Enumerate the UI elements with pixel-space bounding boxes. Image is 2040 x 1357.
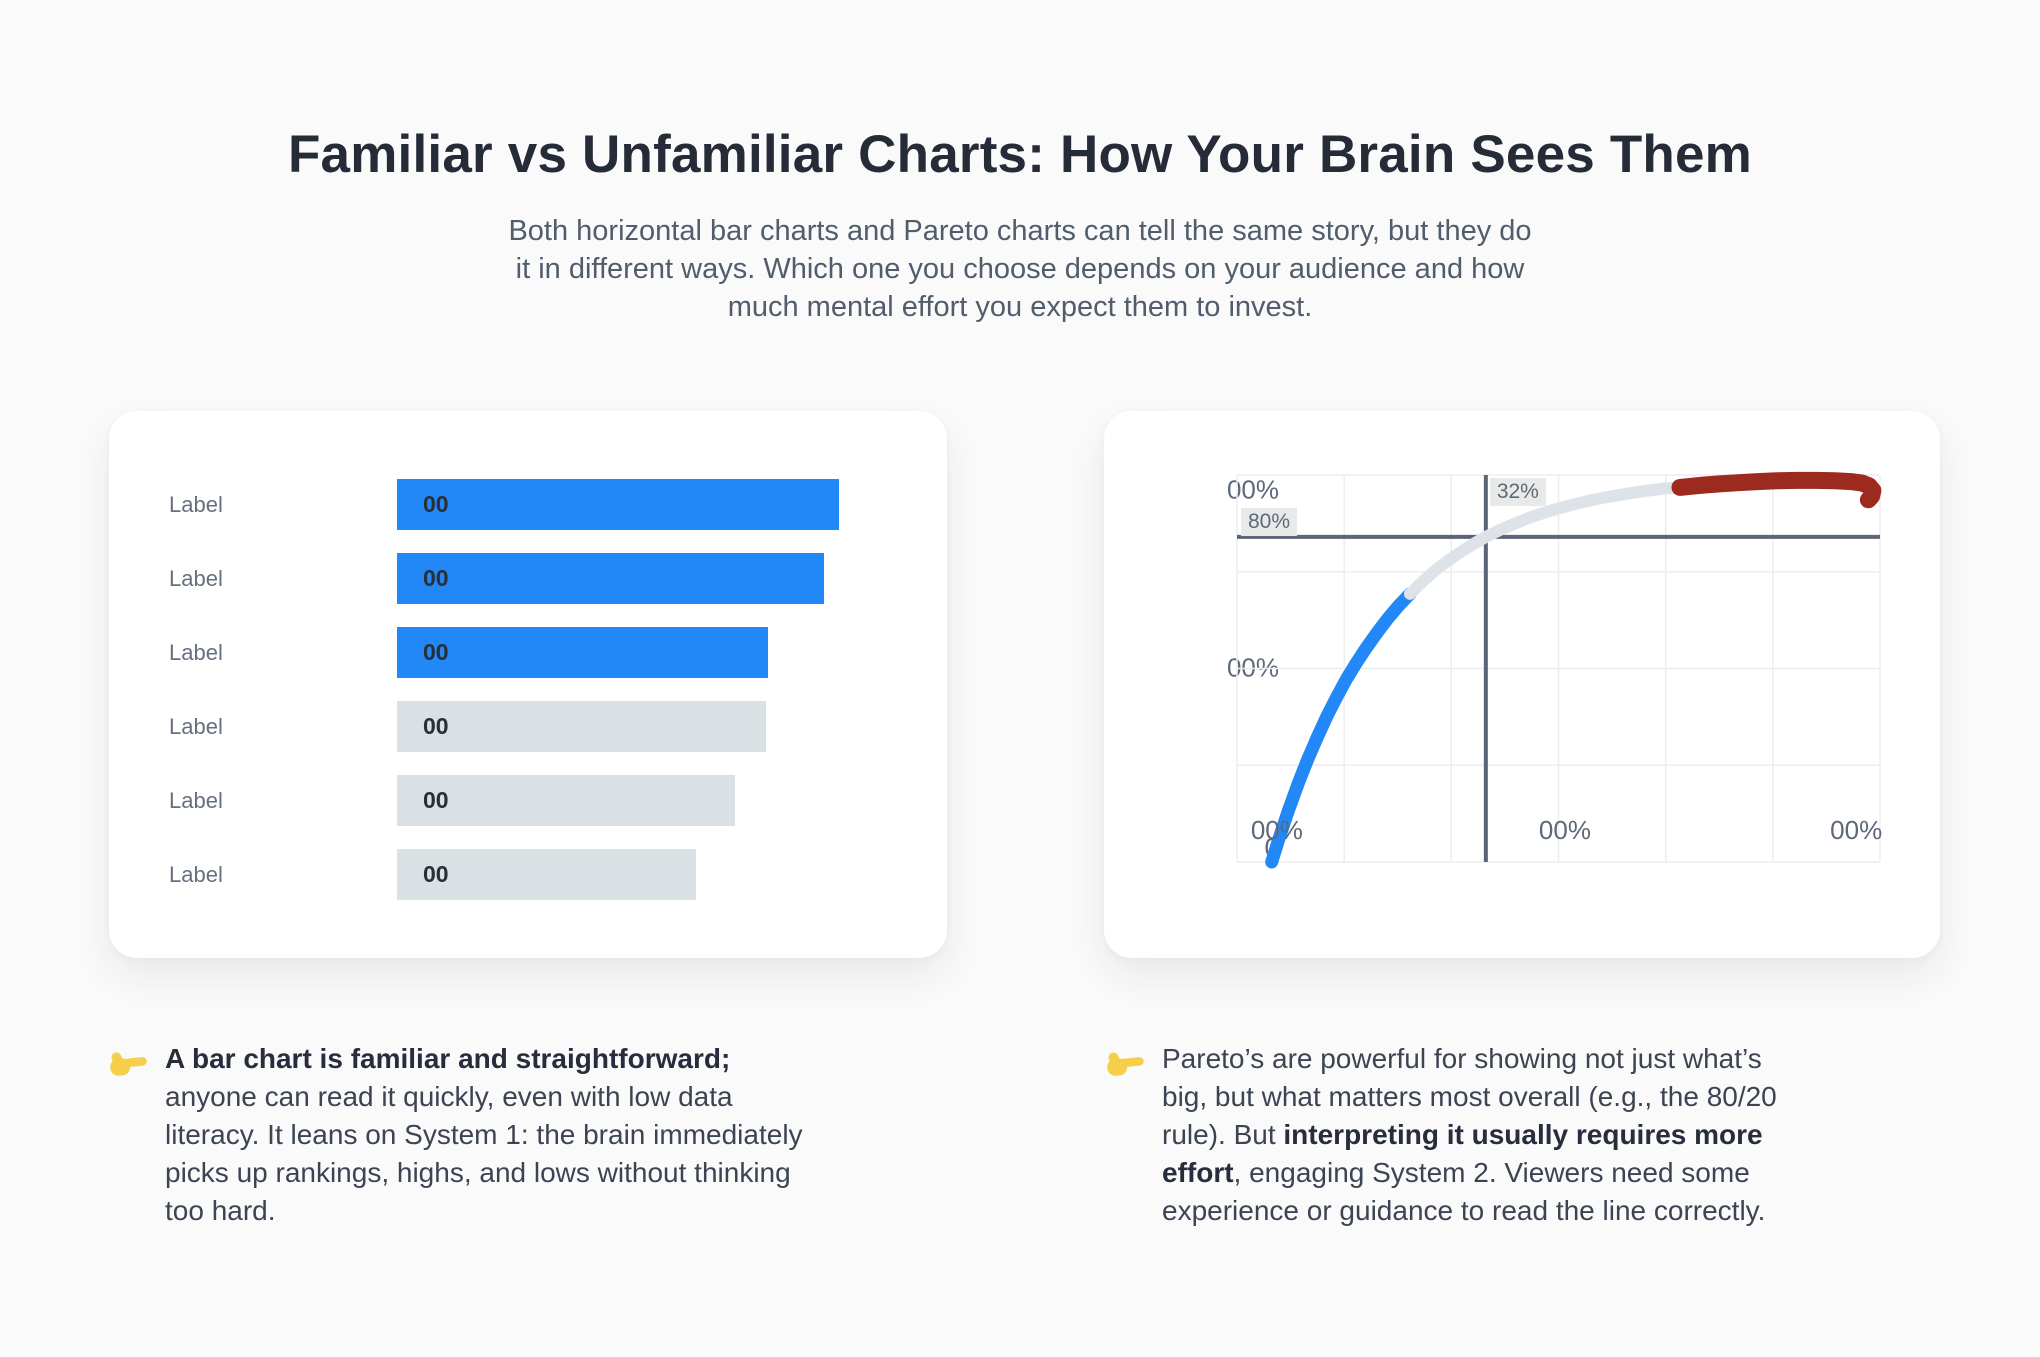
bar-row: Label 00: [109, 627, 947, 678]
bar-row: Label 00: [109, 775, 947, 826]
bar-category-label: Label: [169, 713, 223, 739]
cutoff-32-label: 32%: [1489, 478, 1546, 506]
bar-value-label: 00: [423, 787, 449, 813]
bar-row: Label 00: [109, 849, 947, 900]
bar-value-label: 00: [423, 861, 449, 887]
y-axis-tick: 00%: [1226, 652, 1279, 683]
bar-category-label: Label: [169, 491, 223, 517]
threshold-80-label: 80%: [1241, 507, 1298, 536]
bar-category-label: Label: [169, 565, 223, 591]
bar-value-label: 00: [423, 565, 449, 591]
bar: 00: [397, 479, 839, 530]
page-subtitle: Both horizontal bar charts and Pareto ch…: [0, 212, 2040, 326]
bar-chart-card: Label 00 Label 00 Label 00 Label 00 Labe…: [109, 411, 947, 958]
x-axis-tick: 00%: [1250, 815, 1303, 845]
bar-chart-note: A bar chart is familiar and straightforw…: [108, 1040, 908, 1230]
x-axis-tick: 00%: [1538, 815, 1591, 845]
bar: 00: [397, 775, 736, 826]
pareto-note: Pareto’s are powerful for showing not ju…: [1105, 1040, 1905, 1230]
bar-chart-note-text: A bar chart is familiar and straightforw…: [165, 1043, 803, 1226]
bar-row: Label 00: [109, 701, 947, 752]
subtitle-line: much mental effort you expect them to in…: [727, 291, 1313, 323]
gridlines: [1236, 474, 1881, 863]
bar-category-label: Label: [169, 861, 223, 887]
bar-row: Label 00: [109, 553, 947, 604]
pareto-chart-card: 00% 00% 0 80% 32% 00% 00% 00%: [1104, 411, 1940, 958]
cumulative-curve: [1265, 471, 1882, 869]
pareto-note-text: Pareto’s are powerful for showing not ju…: [1162, 1043, 1777, 1226]
pareto-curve-svg: [1236, 471, 1882, 869]
bar-value-label: 00: [423, 491, 449, 517]
pareto-plot-area: 80% 32%: [1236, 471, 1882, 869]
bar-row: Label 00: [109, 479, 947, 530]
bar: 00: [397, 627, 768, 678]
bar-value-label: 00: [423, 639, 449, 665]
bar: 00: [397, 701, 767, 752]
bar-value-label: 00: [423, 713, 449, 739]
y-axis-tick: 00%: [1226, 474, 1279, 505]
page-title: Familiar vs Unfamiliar Charts: How Your …: [287, 125, 1753, 184]
subtitle-line: Both horizontal bar charts and Pareto ch…: [508, 215, 1532, 247]
bar: 00: [397, 553, 824, 604]
pointing-hand-icon: [1107, 1052, 1144, 1076]
pointing-hand-icon: [110, 1052, 147, 1076]
bar-category-label: Label: [169, 639, 223, 665]
x-axis-tick: 00%: [1830, 815, 1883, 845]
subtitle-line: it in different ways. Which one you choo…: [515, 253, 1525, 285]
bar: 00: [397, 849, 696, 900]
bar-category-label: Label: [169, 787, 223, 813]
